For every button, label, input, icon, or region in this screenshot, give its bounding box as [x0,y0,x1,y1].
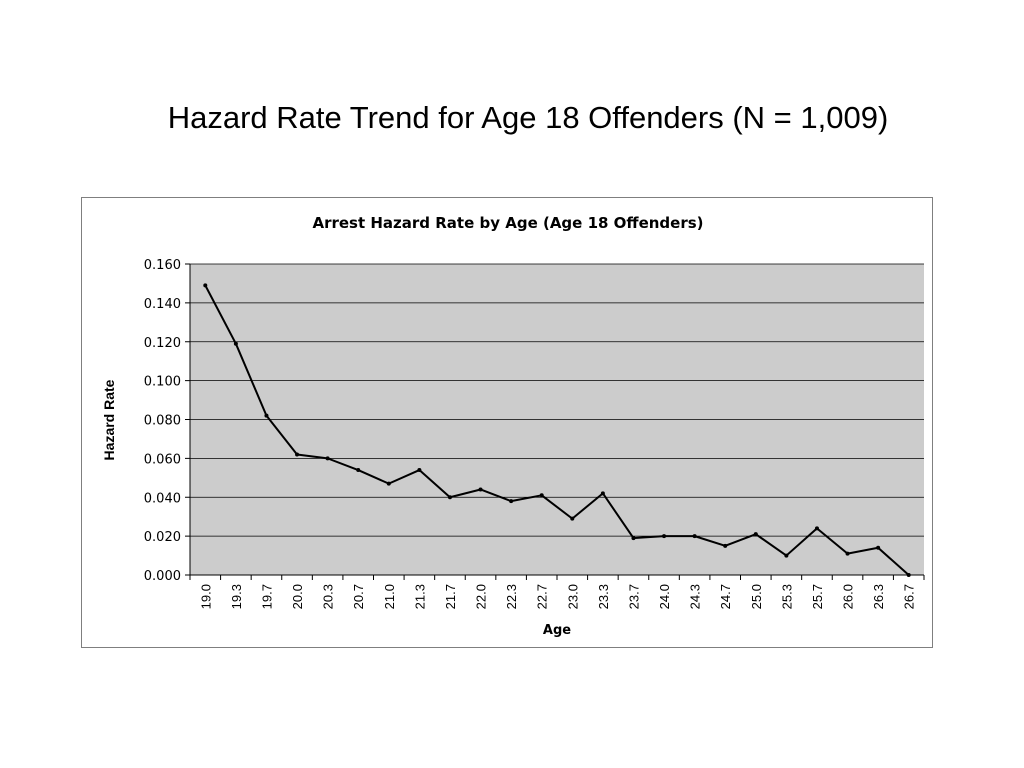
x-tick-label: 25.7 [810,584,825,609]
x-tick-label: 25.3 [779,584,794,609]
x-tick-label: 20.3 [321,584,336,609]
data-point [723,543,728,548]
x-tick-label: 21.7 [443,584,458,609]
y-tick-label: 0.140 [144,297,181,312]
y-tick-label: 0.160 [144,258,181,273]
data-point [600,491,605,496]
data-point [386,481,391,486]
x-tick-label: 22.3 [504,584,519,609]
slide-title: Hazard Rate Trend for Age 18 Offenders (… [167,100,889,135]
x-tick-label: 19.0 [198,584,213,609]
data-point [784,553,789,558]
gridlines [190,263,924,537]
y-tick-label: 0.080 [144,414,181,429]
data-point [876,545,881,550]
data-point [356,468,361,473]
x-tick-label: 19.7 [259,584,274,609]
data-point [295,452,300,457]
data-point [478,487,483,492]
x-tick-label: 21.3 [412,584,427,609]
data-point [509,499,514,504]
x-tick-label: 23.0 [565,584,580,609]
x-axis-ticks: 19.0 19.3 19.7 20.0 20.3 20.7 21.0 21.3 21.7 22.0… [189,575,925,609]
x-tick-label: 24.7 [718,584,733,609]
data-point [325,456,330,461]
data-point [753,532,758,537]
y-tick-label: 0.060 [144,452,181,467]
x-tick-label: 24.0 [657,584,672,609]
data-point [814,526,819,531]
data-point [203,283,208,288]
x-tick-label: 21.0 [382,584,397,609]
data-point [662,534,667,539]
y-tick-label: 0.000 [144,569,181,584]
data-point [539,493,544,498]
data-point [845,551,850,556]
data-point [264,413,269,418]
x-tick-label: 25.0 [749,584,764,609]
x-tick-label: 20.7 [351,584,366,609]
data-point [233,341,238,346]
x-tick-label: 20.0 [290,584,305,609]
x-tick-label: 26.3 [871,584,886,609]
x-axis-title: Age [543,623,571,638]
x-tick-label: 19.3 [229,584,244,609]
x-tick-label: 26.0 [841,584,856,609]
x-tick-label: 24.3 [688,584,703,609]
y-tick-label: 0.040 [144,491,181,506]
y-axis-ticks: 0.000 0.020 0.040 0.060 0.080 0.100 0.120 0.140… [144,258,190,584]
y-tick-label: 0.100 [144,375,181,390]
x-tick-label: 26.7 [902,584,917,609]
y-axis-title: Hazard Rate [101,379,117,460]
y-tick-label: 0.120 [144,336,181,351]
y-tick-label: 0.020 [144,530,181,545]
data-point [631,536,636,541]
data-point [692,534,697,539]
data-point [447,495,452,500]
x-tick-label: 23.3 [596,584,611,609]
data-point [570,516,575,521]
data-point [417,468,422,473]
data-point [906,573,911,577]
x-tick-label: 22.0 [474,584,489,609]
chart-title: Arrest Hazard Rate by Age (Age 18 Offend… [312,214,703,232]
series-group [203,283,911,577]
x-tick-label: 22.7 [535,584,550,609]
series-line [204,284,910,576]
x-tick-label: 23.7 [626,584,641,609]
